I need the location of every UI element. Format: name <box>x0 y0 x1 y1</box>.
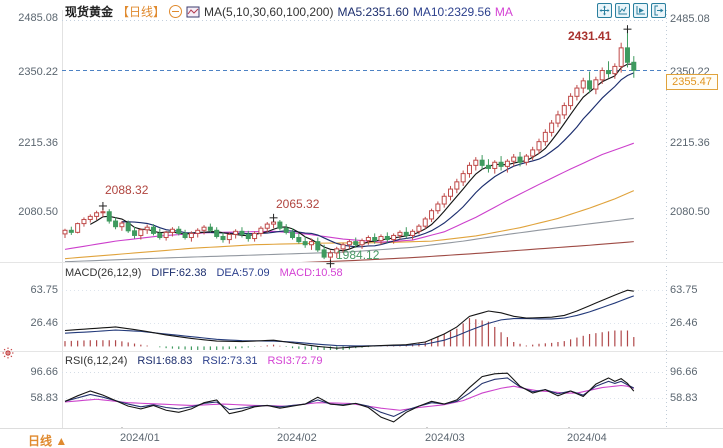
chart-play-icon[interactable] <box>633 3 648 18</box>
rsi-params: RSI(6,12,24) <box>65 355 128 367</box>
rsi3-value: RSI3:72.79 <box>267 355 323 367</box>
annotation-high-2065: 2065.32 <box>276 197 320 211</box>
axis-scale-icon[interactable] <box>615 3 630 18</box>
price-tick-left-0: 2485.08 <box>18 12 58 24</box>
rsi-header: RSI(6,12,24) RSI1:68.83 RSI2:73.31 RSI3:… <box>65 355 323 367</box>
ma30-value-truncated: MA <box>494 4 513 19</box>
time-axis-bar: 日线 ▲ 2024/01 2024/02 2024/03 2024/04 <box>0 428 723 448</box>
price-tick-left-3: 2080.50 <box>18 206 58 218</box>
period-tag: 【日线】 <box>117 5 166 19</box>
annotation-high-2088: 2088.32 <box>105 183 149 197</box>
symbol-title: 现货黄金 <box>65 5 114 19</box>
price-tick-left-1: 2350.22 <box>18 66 58 78</box>
ma10-value: MA10:2329.56 <box>412 4 491 19</box>
last-price-tag: 2355.47 <box>666 74 718 90</box>
price-tick-left-2: 2215.36 <box>18 137 58 149</box>
dea-value: DEA:57.09 <box>216 267 270 279</box>
date-label-mar: 2024/03 <box>425 432 465 444</box>
rsi-tick-left-0: 96.66 <box>30 366 58 378</box>
annotation-low-1984: 1984.12 <box>336 248 380 262</box>
pan-icon[interactable] <box>597 3 612 18</box>
period-selector[interactable]: 日线 ▲ <box>28 434 68 448</box>
rsi-panel[interactable] <box>64 372 635 423</box>
macd-tick-right-1: 26.46 <box>670 317 698 329</box>
candlestick-panel[interactable] <box>62 31 637 270</box>
indicator-marker-icon[interactable] <box>2 346 14 364</box>
annotation-high-2431: 2431.41 <box>568 29 612 43</box>
annotation-markers <box>98 25 632 268</box>
chart-toolbar <box>597 3 666 18</box>
rsi-tick-right-1: 58.83 <box>670 392 698 404</box>
collapse-icon[interactable] <box>169 5 183 18</box>
price-tick-right-0: 2485.08 <box>670 13 710 25</box>
rsi-tick-left-1: 58.83 <box>30 392 58 404</box>
macd-tick-left-1: 26.46 <box>30 317 58 329</box>
macd-tick-right-0: 63.75 <box>670 284 698 296</box>
macd-value: MACD:10.58 <box>279 267 343 279</box>
rsi-tick-right-0: 96.66 <box>670 366 698 378</box>
rsi2-value: RSI2:73.31 <box>202 355 258 367</box>
rsi1-value: RSI1:68.83 <box>137 355 193 367</box>
chart-badge-icon <box>186 6 200 17</box>
exit-right-icon[interactable] <box>651 3 666 18</box>
ma5-value: MA5:2351.60 <box>337 4 409 19</box>
date-label-jan: 2024/01 <box>120 432 160 444</box>
ma-params-label: MA(5,10,30,60,100,200) <box>204 4 334 19</box>
chart-header: 现货黄金 【日线】 MA(5,10,30,60,100,200) MA5:235… <box>65 3 513 20</box>
macd-panel[interactable] <box>64 289 635 352</box>
diff-value: DIFF:62.38 <box>151 267 207 279</box>
price-tick-right-2: 2215.36 <box>670 137 710 149</box>
date-label-feb: 2024/02 <box>277 432 317 444</box>
macd-params: MACD(26,12,9) <box>65 267 142 279</box>
macd-header: MACD(26,12,9) DIFF:62.38 DEA:57.09 MACD:… <box>65 267 343 279</box>
price-tick-right-3: 2080.50 <box>670 206 710 218</box>
date-label-apr: 2024/04 <box>567 432 607 444</box>
macd-tick-left-0: 63.75 <box>30 284 58 296</box>
